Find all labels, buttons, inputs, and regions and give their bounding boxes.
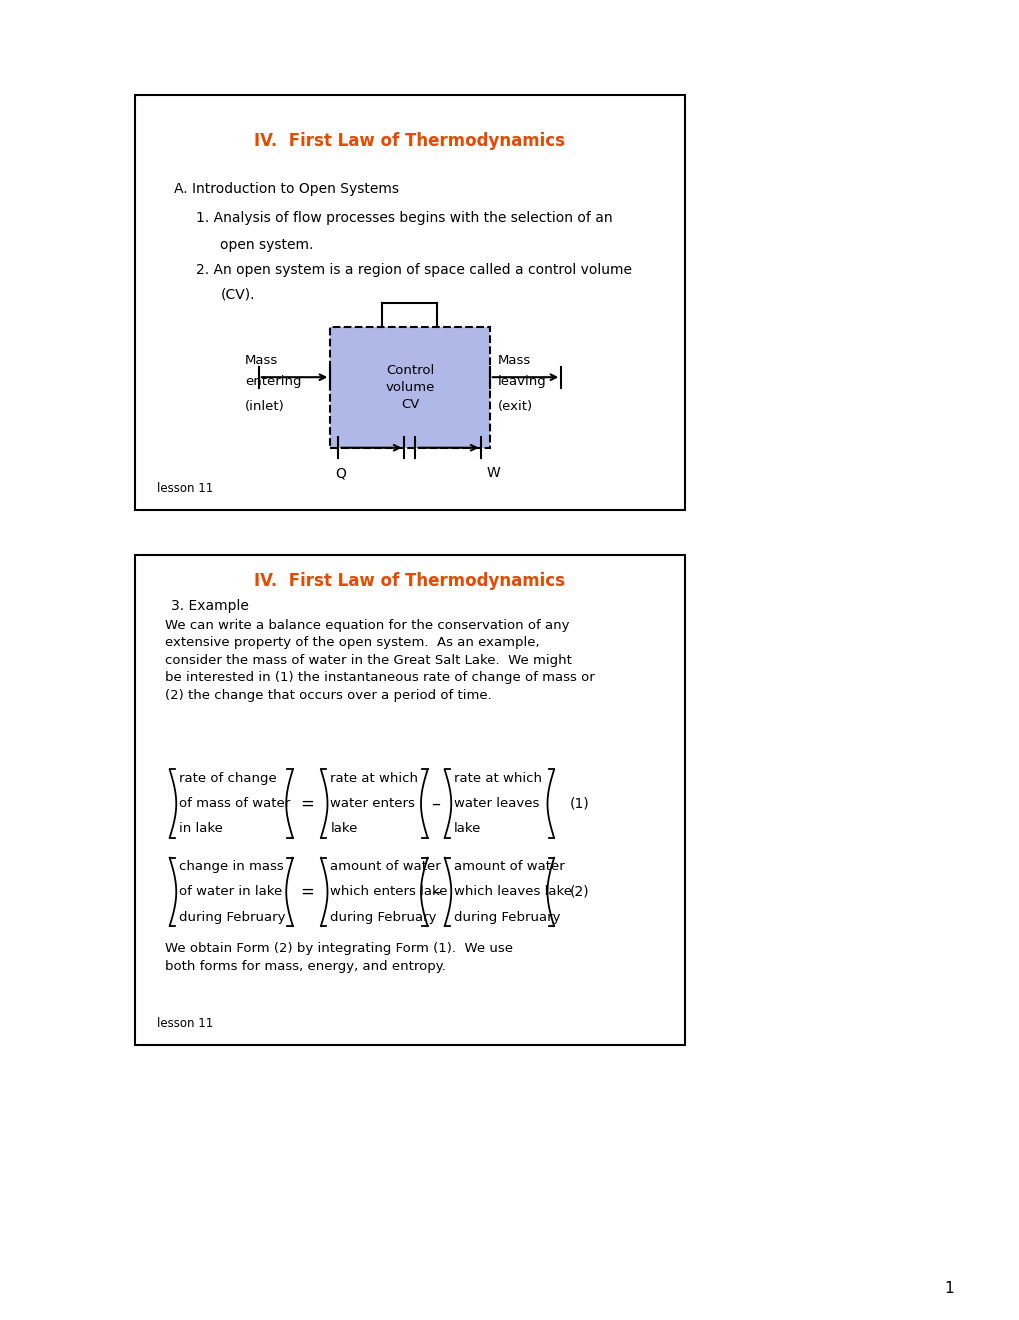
Text: A. Introduction to Open Systems: A. Introduction to Open Systems — [173, 182, 398, 197]
Text: We can write a balance equation for the conservation of any
extensive property o: We can write a balance equation for the … — [165, 619, 594, 702]
Text: IV.  First Law of Thermodynamics: IV. First Law of Thermodynamics — [255, 132, 565, 150]
Text: 1: 1 — [944, 1282, 953, 1296]
Text: open system.: open system. — [220, 238, 313, 252]
Text: during February: during February — [178, 911, 285, 924]
Text: IV.  First Law of Thermodynamics: IV. First Law of Thermodynamics — [255, 572, 565, 590]
Text: 3. Example: 3. Example — [170, 599, 249, 612]
Text: during February: during February — [453, 911, 560, 924]
Text: We obtain Form (2) by integrating Form (1).  We use
both forms for mass, energy,: We obtain Form (2) by integrating Form (… — [165, 942, 513, 973]
Text: –: – — [431, 883, 440, 900]
Text: water enters: water enters — [330, 797, 415, 810]
Text: amount of water: amount of water — [453, 861, 565, 873]
Text: =: = — [300, 795, 314, 813]
Text: Control
volume
CV: Control volume CV — [385, 364, 434, 411]
Text: in lake: in lake — [178, 822, 223, 836]
Text: amount of water: amount of water — [330, 861, 440, 873]
Text: of mass of water: of mass of water — [178, 797, 290, 810]
Text: lesson 11: lesson 11 — [157, 483, 213, 495]
Text: rate of change: rate of change — [178, 772, 276, 785]
Text: =: = — [300, 883, 314, 900]
Text: which enters lake: which enters lake — [330, 886, 447, 899]
Text: rate at which: rate at which — [330, 772, 418, 785]
Text: (CV).: (CV). — [220, 288, 255, 302]
Bar — [330, 327, 489, 447]
Text: Mass: Mass — [245, 354, 278, 367]
Text: lake: lake — [330, 822, 358, 836]
Text: during February: during February — [330, 911, 436, 924]
Text: 2. An open system is a region of space called a control volume: 2. An open system is a region of space c… — [196, 263, 631, 277]
Text: Mass: Mass — [497, 354, 531, 367]
Text: water leaves: water leaves — [453, 797, 539, 810]
Text: (2): (2) — [569, 884, 589, 899]
Text: change in mass: change in mass — [178, 861, 283, 873]
Text: –: – — [431, 795, 440, 813]
Text: entering: entering — [245, 375, 302, 388]
Text: of water in lake: of water in lake — [178, 886, 282, 899]
Text: W: W — [486, 466, 500, 480]
Text: lake: lake — [453, 822, 481, 836]
Text: which leaves lake: which leaves lake — [453, 886, 572, 899]
Text: 1. Analysis of flow processes begins with the selection of an: 1. Analysis of flow processes begins wit… — [196, 211, 611, 226]
Text: leaving: leaving — [497, 375, 546, 388]
Text: (inlet): (inlet) — [245, 400, 284, 413]
Text: Q: Q — [335, 466, 346, 480]
Text: rate at which: rate at which — [453, 772, 541, 785]
Text: (1): (1) — [569, 797, 589, 810]
Text: (exit): (exit) — [497, 400, 533, 413]
Text: lesson 11: lesson 11 — [157, 1018, 213, 1031]
